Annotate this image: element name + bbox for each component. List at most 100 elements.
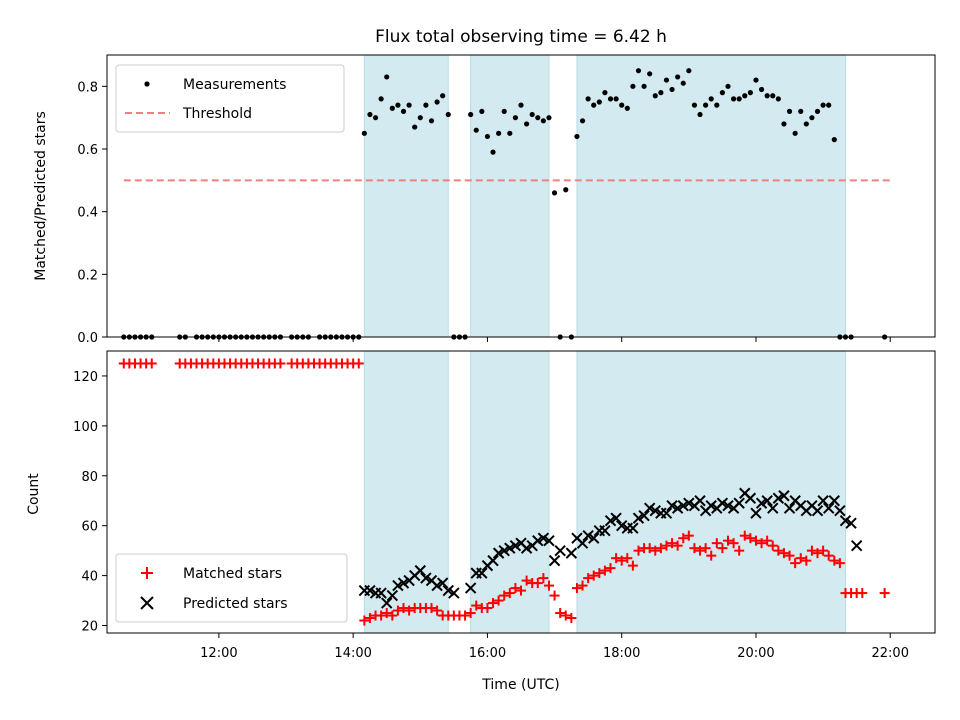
matched-stars-point-95 <box>678 533 689 544</box>
matched-stars-point-67 <box>521 575 532 586</box>
predicted-stars-point-29 <box>532 534 544 547</box>
measurements-point-38 <box>372 115 379 121</box>
matched-stars-point-51 <box>432 605 443 616</box>
count-panel-frame <box>106 350 936 634</box>
matched-stars-point-112 <box>773 545 784 556</box>
matched-stars-point-83 <box>611 553 622 564</box>
predicted-stars-point-14 <box>436 577 449 589</box>
predicted-stars-point-40 <box>599 524 611 537</box>
measurements-point-46 <box>417 115 423 121</box>
chart-title: Flux total observing time = 6.42 h <box>375 27 667 47</box>
predicted-stars-point-17 <box>464 582 477 594</box>
matched-stars-point-100 <box>706 550 717 561</box>
matched-stars-point-96 <box>683 530 694 541</box>
legend-measurements-marker <box>144 81 150 87</box>
matched-stars-point-24 <box>275 358 286 369</box>
matched-stars-point-38 <box>359 615 370 626</box>
measurements-point-79 <box>602 90 608 96</box>
matched-stars-point-86 <box>627 560 638 571</box>
measurements-point-92 <box>675 74 681 80</box>
predicted-stars-point-62 <box>722 500 734 512</box>
ratio-legend-box <box>115 64 345 133</box>
predicted-stars-point-25 <box>509 539 522 552</box>
x-tick-label-1: 14:00 <box>334 646 371 661</box>
predicted-stars-point-67 <box>750 507 762 519</box>
matched-stars-point-85 <box>622 553 633 564</box>
predicted-stars-point-22 <box>492 547 505 559</box>
predicted-stars-point-66 <box>744 492 757 504</box>
ratio-y-tick-label-1: 0.2 <box>77 268 98 283</box>
predicted-stars-point-43 <box>615 519 628 532</box>
predicted-stars-point-48 <box>643 502 656 514</box>
predicted-stars-point-27 <box>520 542 533 554</box>
matched-stars-point-116 <box>795 553 806 564</box>
matched-stars-point-5 <box>146 358 157 369</box>
x-tick-label-0: 12:00 <box>200 646 237 661</box>
measurements-point-44 <box>406 102 412 108</box>
x-axis-label: Time (UTC) <box>481 677 559 693</box>
matched-stars-point-37 <box>353 358 364 369</box>
measurements-point-57 <box>479 108 485 114</box>
measurements-point-65 <box>523 121 530 127</box>
matched-stars-point-93 <box>667 538 678 549</box>
matched-stars-point-63 <box>499 590 510 601</box>
count-observing-window-2 <box>576 350 846 634</box>
matched-stars-point-61 <box>488 598 499 609</box>
predicted-stars-point-33 <box>554 544 566 557</box>
ratio-observing-window-0 <box>363 54 449 338</box>
matched-stars-point-117 <box>801 555 812 566</box>
measurements-point-119 <box>826 102 832 108</box>
predicted-stars-point-6 <box>392 579 404 592</box>
predicted-stars-point-85 <box>850 539 863 552</box>
matched-stars-point-99 <box>700 543 711 554</box>
matched-stars-point-118 <box>806 545 817 556</box>
predicted-stars-point-71 <box>772 492 785 504</box>
predicted-stars-point-3 <box>375 587 387 599</box>
matched-stars-point-70 <box>538 573 549 584</box>
ratio-observing-window-1 <box>470 54 550 338</box>
measurements-point-108 <box>764 93 770 99</box>
measurements-point-107 <box>758 86 765 93</box>
measurements-point-115 <box>803 121 809 127</box>
measurements-point-58 <box>484 133 491 140</box>
predicted-stars-point-69 <box>761 495 773 507</box>
matched-stars-point-73 <box>555 608 566 619</box>
measurements-point-72 <box>563 187 569 193</box>
matched-stars-point-74 <box>560 610 571 621</box>
measurements-point-47 <box>423 102 429 108</box>
matched-stars-point-113 <box>778 548 789 559</box>
predicted-stars-point-10 <box>414 564 427 577</box>
count-observing-window-1 <box>470 350 550 634</box>
matched-stars-point-65 <box>510 583 521 594</box>
measurements-point-117 <box>814 108 821 114</box>
count-y-tick-label-0: 20 <box>81 620 98 635</box>
predicted-stars-point-53 <box>671 502 684 514</box>
measurements-point-66 <box>529 111 535 118</box>
measurements-point-102 <box>730 96 737 102</box>
predicted-stars-point-34 <box>565 547 578 559</box>
count-legend: Matched stars Predicted stars <box>115 553 348 623</box>
predicted-stars-point-41 <box>604 514 617 527</box>
measurements-point-114 <box>798 108 804 114</box>
matched-stars-point-41 <box>376 610 387 621</box>
measurements-point-68 <box>540 118 546 124</box>
measurements-point-103 <box>736 96 742 102</box>
measurements-point-101 <box>725 83 731 89</box>
measurements-point-84 <box>630 83 636 89</box>
matched-stars-point-127 <box>857 588 868 599</box>
predicted-stars-point-57 <box>694 495 706 507</box>
measurements-point-112 <box>786 108 793 114</box>
matched-stars-point-77 <box>577 580 588 591</box>
count-y-tick-label-1: 40 <box>81 570 98 585</box>
predicted-stars-point-37 <box>582 529 594 542</box>
matched-stars-point-108 <box>750 535 761 546</box>
matched-stars-point-56 <box>460 610 471 621</box>
measurements-point-63 <box>512 115 519 121</box>
predicted-stars-point-23 <box>498 544 510 557</box>
predicted-stars-point-49 <box>649 505 661 517</box>
matched-stars-point-45 <box>398 603 409 614</box>
predicted-stars-point-13 <box>431 579 443 592</box>
matched-stars-point-119 <box>812 548 823 559</box>
measurements-point-42 <box>395 102 401 108</box>
